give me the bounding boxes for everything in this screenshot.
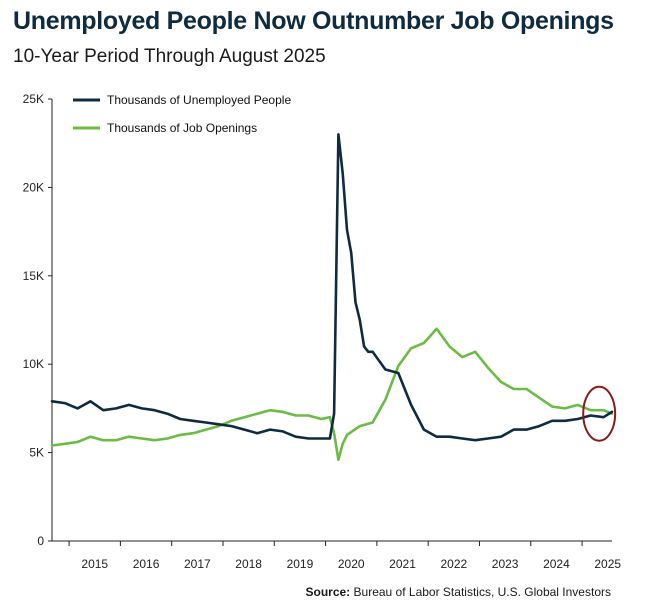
series-line-job-openings [50,327,614,461]
x-tick-label: 2018 [235,557,262,571]
x-tick-label: 2017 [184,557,211,571]
source-label: Source: [305,585,351,599]
x-tick-label: 2022 [440,557,467,571]
x-tick-label: 2025 [594,557,621,571]
x-tick-label: 2020 [338,557,365,571]
series-line-unemployed [50,133,614,442]
x-tick-label: 2023 [492,557,519,571]
source-text: Bureau of Labor Statistics, U.S. Global … [353,585,611,599]
y-tick-label: 15K [23,269,44,283]
y-tick-label: 20K [23,180,44,194]
y-tick-label: 25K [23,92,44,106]
chart-axes: 0 5K 10K 15K 20K 25K 2015 2016 2017 2018 2019 2020 2… [23,92,622,571]
legend-label: Thousands of Unemployed People [107,93,291,107]
annotation-layer [582,385,617,442]
x-tick-label: 2015 [81,557,108,571]
x-tick-label: 2021 [389,557,416,571]
x-tick-label: 2016 [133,557,160,571]
x-tick-label: 2024 [543,557,570,571]
source-note: Source: Bureau of Labor Statistics, U.S.… [306,585,612,599]
chart-title: Unemployed People Now Outnumber Job Open… [13,7,614,35]
series-layer [50,133,614,461]
chart-legend: Thousands of Unemployed People Thousands … [73,93,291,135]
y-tick-label: 5K [29,446,44,460]
y-tick-label: 10K [23,357,44,371]
legend-label: Thousands of Job Openings [107,121,257,135]
highlight-ellipse [582,385,617,442]
chart-subtitle: 10-Year Period Through August 2025 [13,46,326,67]
x-tick-label: 2019 [287,557,314,571]
y-tick-label: 0 [37,534,44,548]
